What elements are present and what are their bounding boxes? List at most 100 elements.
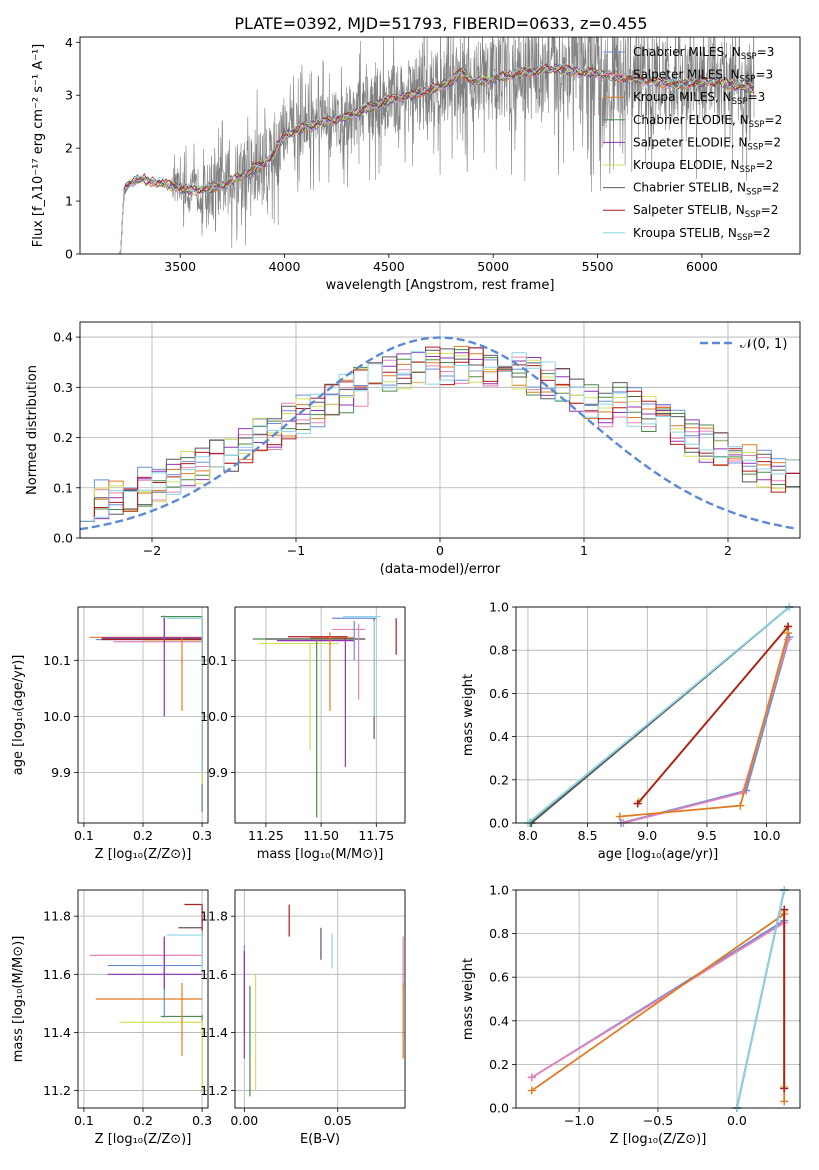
mass-weight-marker: [527, 1086, 536, 1095]
y-tick-label: 11.4: [200, 1025, 228, 1040]
y-tick-label: 4: [65, 35, 73, 50]
legend-tail: =2: [753, 226, 771, 240]
legend-entry: Kroupa MILES, NSSP=3: [633, 90, 765, 107]
legend-subscript: SSP: [740, 75, 756, 85]
legend-tail: =2: [761, 203, 779, 217]
y-axis-label: mass [log₁₀(M/M⊙)]: [11, 936, 26, 1063]
x-tick-label: 8.5: [578, 828, 598, 843]
legend-text: Kroupa STELIB, N: [633, 226, 737, 240]
x-tick-label: 9.0: [637, 828, 657, 843]
x-tick-label: 0.3: [192, 828, 212, 843]
mass-weight-marker: [780, 1084, 789, 1093]
plot-frame: [515, 889, 801, 1109]
legend-entry: Salpeter MILES, NSSP=3: [633, 68, 773, 85]
y-tick-label: 10.1: [200, 653, 228, 668]
y-tick-label: 0.2: [489, 1057, 509, 1072]
legend-text: Salpeter ELODIE, N: [633, 135, 747, 149]
x-axis-label: Z [log₁₀(Z/Z⊙)]: [95, 1132, 192, 1147]
mass-weight-marker: [615, 812, 624, 821]
legend-tail: =3: [757, 45, 775, 59]
normal-distribution-curve: [80, 336, 798, 531]
legend-tail: =2: [755, 158, 773, 172]
x-tick-label: 0.2: [133, 828, 153, 843]
y-tick-label: 11.2: [200, 1083, 228, 1098]
x-tick-label: 5500: [582, 259, 614, 274]
plot-frame: [77, 606, 209, 824]
x-tick-label: 4000: [269, 259, 301, 274]
legend-entry: 𝒩(0, 1): [740, 337, 787, 352]
x-tick-label: −2: [143, 543, 161, 558]
legend-subscript: SSP: [746, 188, 762, 198]
mass-vs-Z-panel: 0.1 0.2 0.3 11.2 11.4 11.6 11.8 Z [log₁₀(Z/Z⊙)]…: [11, 889, 212, 1147]
y-tick-label: 0.3: [53, 380, 73, 395]
x-tick-label: 10.0: [753, 828, 781, 843]
legend-text: Kroupa ELODIE, N: [633, 158, 740, 172]
mass-weight-line-8: [637, 625, 789, 805]
legend-subscript: SSP: [741, 52, 757, 62]
mass-weight-line-9: [527, 606, 790, 824]
legend-text: Chabrier ELODIE, N: [633, 113, 749, 127]
plot-frame: [515, 606, 801, 824]
x-tick-label: 0.2: [133, 1113, 153, 1128]
mass-weight-marker: [784, 622, 793, 631]
x-axis-label: Z [log₁₀(Z/Z⊙)]: [610, 1132, 707, 1147]
y-tick-label: 9.9: [208, 765, 228, 780]
y-tick-label: 11.8: [200, 909, 228, 924]
legend-text: Salpeter STELIB, N: [633, 203, 745, 217]
y-tick-label: 0.4: [489, 1013, 509, 1028]
plot-frame: [234, 606, 406, 824]
y-axis-label: age [log₁₀(age/yr)]: [11, 655, 26, 776]
x-tick-label: 8.0: [518, 828, 538, 843]
legend-entry: Chabrier MILES, NSSP=3: [633, 45, 774, 62]
x-tick-label: −0.5: [643, 1113, 673, 1128]
mass-weight-marker: [780, 905, 789, 914]
x-tick-label: 0: [436, 543, 444, 558]
x-axis-label: mass [log₁₀(M/M⊙)]: [257, 847, 384, 862]
x-tick-label: 11.25: [248, 828, 284, 843]
residual-histogram-8: [80, 346, 800, 522]
x-axis-label: wavelength [Angstrom, rest frame]: [326, 278, 555, 293]
y-tick-label: 0.1: [53, 480, 73, 495]
legend-subscript: SSP: [749, 120, 765, 130]
y-tick-label: 0.6: [489, 686, 509, 701]
legend-entry: Salpeter STELIB, NSSP=2: [633, 203, 778, 220]
y-tick-label: 11.4: [43, 1025, 71, 1040]
y-tick-label: 1: [65, 194, 73, 209]
y-axis-label: mass weight: [461, 674, 476, 756]
x-tick-label: −1: [287, 543, 305, 558]
x-tick-label: 4500: [373, 259, 405, 274]
y-tick-label: 0.8: [489, 926, 509, 941]
y-tick-label: 0.4: [53, 330, 73, 345]
legend-subscript: SSP: [737, 233, 753, 243]
mass-weight-vs-Z-panel: −1.0 −0.5 0.0 0.0 0.2 0.4 0.6 0.8 1.0 Z [log₁₀(Z/…: [461, 883, 801, 1147]
plot-frame: [79, 321, 801, 539]
legend-text: Chabrier STELIB, N: [633, 181, 746, 195]
mass-weight-marker: [736, 801, 745, 810]
x-tick-label: 1: [580, 543, 588, 558]
x-axis-label: (data-model)/error: [380, 562, 501, 577]
x-tick-label: 9.5: [697, 828, 717, 843]
y-tick-label: 11.6: [43, 967, 71, 982]
mass-vs-ebv-panel: 0.00 0.05 11.2 11.4 11.6 11.8 E(B-V): [200, 889, 406, 1147]
x-tick-label: 0.3: [192, 1113, 212, 1128]
model-spectrum-line-5: [117, 63, 754, 254]
y-tick-label: 0.8: [489, 643, 509, 658]
age-vs-mass-panel: 11.25 11.50 11.75 9.9 10.0 10.1 mass [log₁₀(M/…: [200, 606, 406, 862]
y-tick-label: 0.2: [53, 430, 73, 445]
y-tick-label: 10.0: [43, 709, 71, 724]
legend-entry: Chabrier ELODIE, NSSP=2: [633, 113, 782, 130]
legend-tail: =3: [748, 90, 766, 104]
x-axis-label: E(B-V): [300, 1132, 340, 1147]
y-tick-label: 10.1: [43, 653, 71, 668]
plot-frame: [234, 889, 406, 1109]
x-tick-label: −1.0: [564, 1113, 594, 1128]
mass-weight-marker: [633, 799, 642, 808]
age-vs-Z-panel: 0.1 0.2 0.3 9.9 10.0 10.1 Z [log₁₀(Z/Z⊙)] age […: [11, 606, 212, 862]
y-tick-label: 11.2: [43, 1083, 71, 1098]
y-tick-label: 0.0: [489, 1101, 509, 1116]
legend-tail: =2: [765, 113, 783, 127]
residuals-panel: −2 −1 0 1 2 0.0 0.1 0.2 0.3 0.4 (data-model)/error…: [25, 321, 801, 577]
legend-entry: Kroupa STELIB, NSSP=2: [633, 226, 771, 243]
legend-entry: Salpeter ELODIE, NSSP=2: [633, 135, 781, 152]
